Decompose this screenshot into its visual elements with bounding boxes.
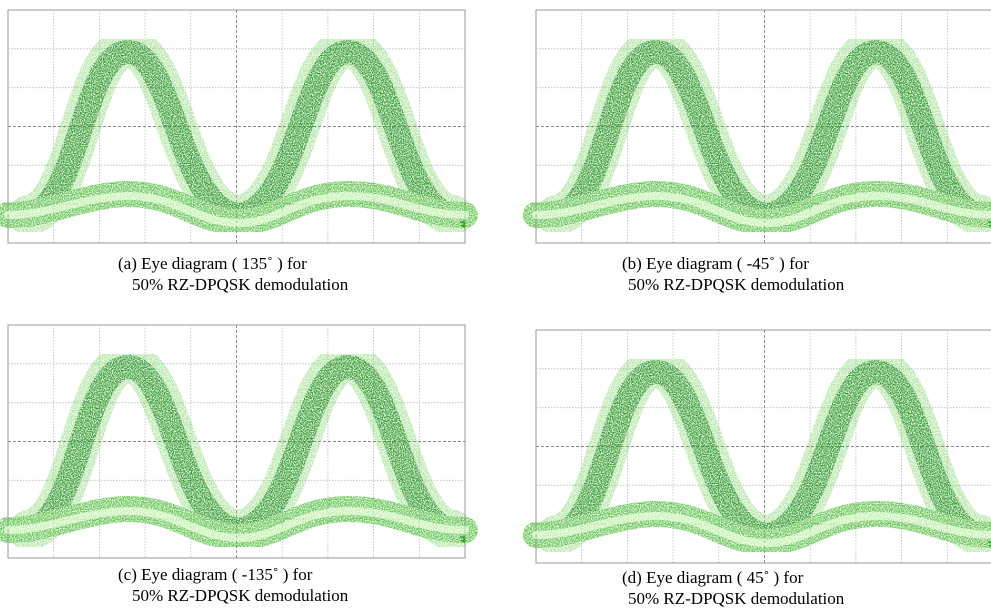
caption-line: 50% RZ-DPQSK demodulation — [132, 586, 349, 605]
caption-line: (b) Eye diagram ( -45˚ ) for — [622, 254, 809, 273]
eye-diagram — [536, 330, 991, 563]
caption-line: (c) Eye diagram ( -135˚ ) for — [118, 565, 313, 584]
caption-line: 50% RZ-DPQSK demodulation — [628, 275, 845, 294]
caption-line: 50% RZ-DPQSK demodulation — [628, 589, 845, 607]
caption-line: (d) Eye diagram ( 45˚ ) for — [622, 568, 804, 587]
eye-diagram — [536, 10, 991, 243]
eye-diagram — [8, 10, 465, 243]
caption-line: (a) Eye diagram ( 135˚ ) for — [118, 254, 307, 273]
eye-diagram — [8, 325, 465, 558]
caption-line: 50% RZ-DPQSK demodulation — [132, 275, 349, 294]
